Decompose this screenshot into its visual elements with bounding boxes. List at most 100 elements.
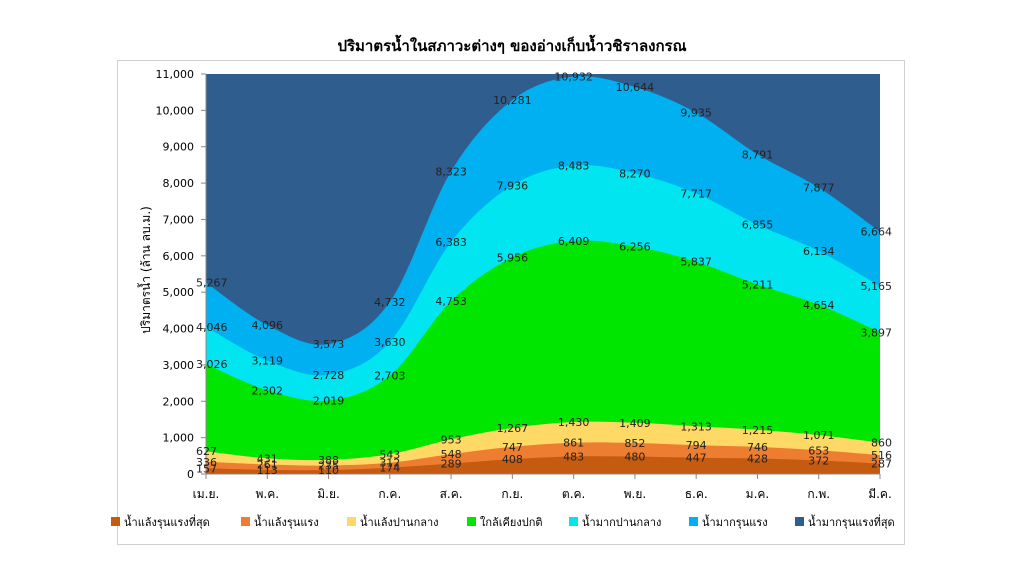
data-label: 261 xyxy=(257,459,278,472)
data-label: 1,071 xyxy=(803,429,835,442)
legend: น้ำแล้งรุนแรงที่สุด น้ำแล้งรุนแรง น้ำแล้งป… xyxy=(111,514,895,529)
data-label: 3,630 xyxy=(374,336,406,349)
data-label: 3,573 xyxy=(313,338,345,351)
data-label: 10,644 xyxy=(616,81,655,94)
data-label: 4,753 xyxy=(435,295,467,308)
data-label: 5,956 xyxy=(497,251,529,264)
data-label: 1,313 xyxy=(680,420,712,433)
data-label: 8,323 xyxy=(435,165,467,178)
data-label: 543 xyxy=(379,448,400,461)
x-tick-label: ม.ค. xyxy=(746,487,770,501)
data-label: 627 xyxy=(196,445,217,458)
data-label: 3,026 xyxy=(196,358,228,371)
data-label: 5,267 xyxy=(196,276,228,289)
data-label: 336 xyxy=(196,456,217,469)
data-label: 4,654 xyxy=(803,299,835,312)
data-label: 794 xyxy=(686,439,707,452)
legend-swatch xyxy=(795,517,804,526)
y-tick-label: 8,000 xyxy=(163,177,195,190)
area-layer xyxy=(206,74,880,474)
data-label: 6,383 xyxy=(435,236,467,249)
data-label: 480 xyxy=(624,451,645,464)
data-label: 10,932 xyxy=(554,70,593,83)
y-tick-label: 1,000 xyxy=(163,432,195,445)
data-label: 8,270 xyxy=(619,167,651,180)
legend-swatch xyxy=(689,517,698,526)
data-label: 287 xyxy=(871,458,892,471)
chart-title: ปริมาตรน้ำในสภาวะต่างๆ ของอ่างเก็บน้ำวชิ… xyxy=(337,37,687,55)
data-label: 157 xyxy=(196,462,217,475)
x-axis: เม.ย. พ.ค. มิ.ย. ก.ค. ส.ค. ก.ย. ต.ค. พ.ย. ธ.ค. ม.… xyxy=(193,473,892,501)
data-label: 10,281 xyxy=(493,94,532,107)
x-tick-label: พ.ค. xyxy=(255,487,279,501)
legend-label: น้ำแล้งรุนแรง xyxy=(254,514,319,529)
data-label: 6,855 xyxy=(742,219,774,232)
data-label: 1,430 xyxy=(558,416,590,429)
data-label: 4,732 xyxy=(374,296,406,309)
x-tick-label: มี.ค. xyxy=(868,487,892,501)
y-tick-label: 9,000 xyxy=(163,141,195,154)
x-tick-label: ก.ย. xyxy=(501,487,523,501)
data-label: 746 xyxy=(747,441,768,454)
data-label: 548 xyxy=(441,448,462,461)
data-label: 3,119 xyxy=(252,355,284,368)
x-tick-label: ก.ค. xyxy=(378,487,401,501)
data-label: 861 xyxy=(563,437,584,450)
y-tick-label: 6,000 xyxy=(163,250,195,263)
legend-swatch xyxy=(241,517,250,526)
data-label-layer: 157 113 110 174 289 408 483 480 447 428 372 287 336 2… xyxy=(196,70,892,477)
data-label: 289 xyxy=(441,457,462,470)
data-label: 4,096 xyxy=(252,319,284,332)
legend-swatch xyxy=(569,517,578,526)
data-label: 372 xyxy=(808,454,829,467)
data-label: 312 xyxy=(379,457,400,470)
y-tick-label: 3,000 xyxy=(163,359,195,372)
y-tick-label: 11,000 xyxy=(156,68,195,81)
data-label: 4,046 xyxy=(196,321,228,334)
legend-swatch xyxy=(111,517,120,526)
y-axis-label: ปริมาตรน้ำ (ล้าน ลบ.ม.) xyxy=(137,206,153,334)
y-tick-label: 2,000 xyxy=(163,395,195,408)
data-label: 5,165 xyxy=(861,280,893,293)
legend-swatch xyxy=(467,517,476,526)
data-label: 6,134 xyxy=(803,245,835,258)
x-tick-label: เม.ย. xyxy=(193,487,220,501)
y-tick-label: 5,000 xyxy=(163,286,195,299)
data-label: 1,215 xyxy=(742,424,774,437)
data-label: 7,936 xyxy=(497,179,529,192)
data-label: 408 xyxy=(502,453,523,466)
data-label: 953 xyxy=(441,433,462,446)
legend-label: น้ำมากปานกลาง xyxy=(582,514,661,529)
area-1 xyxy=(206,456,880,474)
data-label: 5,837 xyxy=(680,256,712,269)
y-tick-label: 10,000 xyxy=(156,104,195,117)
data-label: 7,877 xyxy=(803,182,835,195)
data-label: 1,267 xyxy=(497,422,529,435)
data-label: 8,483 xyxy=(558,160,590,173)
x-tick-label: พ.ย. xyxy=(624,487,647,501)
data-label: 6,256 xyxy=(619,241,651,254)
legend-label: น้ำมากรุนแรงที่สุด xyxy=(808,514,895,529)
data-label: 747 xyxy=(502,441,523,454)
data-label: 388 xyxy=(318,454,339,467)
data-label: 653 xyxy=(808,444,829,457)
y-tick-label: 4,000 xyxy=(163,323,195,336)
data-label: 110 xyxy=(318,464,339,477)
data-label: 2,019 xyxy=(313,395,345,408)
data-label: 5,211 xyxy=(742,279,774,292)
x-tick-label: มิ.ย. xyxy=(317,487,340,501)
data-label: 447 xyxy=(686,452,707,465)
legend-label: น้ำมากรุนแรง xyxy=(702,514,768,529)
x-tick-label: ต.ค. xyxy=(562,487,585,501)
data-label: 516 xyxy=(871,449,892,462)
data-label: 8,791 xyxy=(742,148,774,161)
data-label: 2,302 xyxy=(252,384,284,397)
data-label: 235 xyxy=(318,459,339,472)
data-label: 2,703 xyxy=(374,370,406,383)
data-label: 113 xyxy=(257,464,278,477)
y-tick-label: 0 xyxy=(187,468,194,481)
data-label: 428 xyxy=(747,452,768,465)
data-label: 7,717 xyxy=(680,187,712,200)
